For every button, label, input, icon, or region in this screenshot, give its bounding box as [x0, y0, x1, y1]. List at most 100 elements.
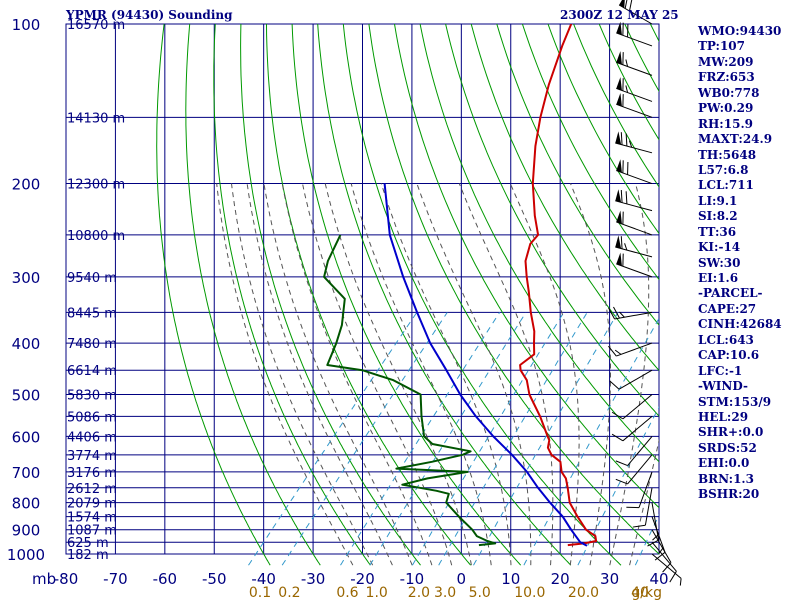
moist-adiabat [263, 183, 413, 566]
stat-line: LCL:711 [698, 178, 754, 193]
wind-barb-pennant [619, 0, 625, 8]
wind-barb [615, 436, 653, 466]
moist-adiabat [281, 183, 433, 566]
mixing-ratio-lines [248, 312, 659, 566]
wind-barb-staff [651, 553, 682, 579]
wind-barb [615, 454, 653, 485]
mixing-ratio-label: 5.0 [469, 585, 491, 600]
mixing-ratio-label: 2.0 [408, 585, 430, 600]
wind-barb-feather [615, 478, 628, 485]
wind-barb-feather [611, 433, 624, 442]
wind-barb-staff [651, 541, 677, 572]
moist-adiabats [216, 183, 659, 566]
wind-barb-feather [625, 191, 628, 204]
wind-barb [651, 529, 672, 573]
wind-barb-pennant [616, 77, 622, 91]
temperature-tick-label: -50 [202, 570, 227, 588]
moist-adiabat [609, 183, 650, 566]
pressure-tick-label: 1000 [7, 546, 45, 564]
wind-barb-pennant [616, 252, 622, 266]
wind-barb [616, 51, 653, 76]
dry-adiabat [368, 24, 659, 555]
wind-barb-feather [613, 306, 620, 319]
pressure-tick-label: 500 [12, 386, 41, 404]
stat-line: CINH:42684 [698, 317, 782, 332]
stat-line: HEL:29 [698, 409, 749, 424]
wind-barb-feather [625, 85, 629, 93]
wind-barb-staff [627, 454, 653, 485]
mixing-ratio-label: 3.0 [434, 585, 456, 600]
wind-barb-pennant [616, 159, 622, 173]
dry-adiabat [156, 24, 271, 566]
parcel-path [383, 183, 588, 547]
wind-barb-feather [611, 411, 624, 420]
mixing-ratio-label: 0.2 [278, 585, 300, 600]
temperature-tick-label: 30 [600, 570, 619, 588]
stat-line: RH:15.9 [698, 116, 753, 131]
temperature-tick-label: -60 [153, 570, 178, 588]
wind-barb-feather [614, 349, 622, 355]
wind-barb [608, 306, 653, 320]
stat-line: CAPE:27 [698, 301, 757, 316]
pressure-tick-label: 300 [12, 269, 41, 287]
wind-barb-feather [624, 243, 628, 251]
wind-barb-staff [618, 369, 653, 390]
stat-line: BSHR:20 [698, 487, 760, 502]
stat-line: MAXT:24.9 [698, 132, 773, 147]
wind-barb [615, 235, 653, 258]
dry-adiabat [317, 24, 572, 566]
pressure-tick-label: 700 [12, 464, 41, 482]
stat-line: WMO:94430 [698, 24, 782, 38]
wind-barb-staff [615, 142, 653, 154]
moist-adiabat [324, 183, 472, 566]
mixing-ratio-label: 0.6 [336, 585, 358, 600]
stability-indices-panel: WMO:94430 TP:107 MW:209 FRZ:653 WB0:778 PW:0.… [698, 24, 782, 503]
wind-barb-feather [662, 562, 672, 573]
mixing-ratio-line [340, 312, 501, 566]
wind-barb-staff [616, 170, 653, 185]
dry-adiabat [521, 24, 659, 281]
wind-barb-feather [632, 524, 646, 528]
wind-barb [615, 131, 653, 154]
stat-line: -WIND- [698, 379, 748, 394]
temperature-tick-label: -80 [54, 570, 79, 588]
pressure-unit-label: mb [32, 570, 56, 588]
wind-barb [615, 189, 653, 212]
height-label: 3176 m [67, 466, 117, 481]
wind-barb [632, 487, 653, 528]
stat-line: MW:209 [698, 54, 754, 69]
stat-line: PW:0.29 [698, 101, 754, 116]
stat-line: TP:107 [698, 39, 746, 54]
pressure-tick-label: 900 [12, 522, 41, 540]
wind-barb-staff [651, 502, 660, 541]
wind-barb-feather [669, 571, 677, 583]
wind-barb-pennant [616, 210, 622, 224]
dry-adiabat [213, 24, 371, 566]
wind-barb-staff [616, 61, 653, 76]
dry-adiabat [240, 24, 421, 566]
moist-adiabat [458, 183, 554, 566]
stat-line: -PARCEL- [698, 286, 763, 301]
wind-barb [611, 394, 653, 420]
dry-adiabat [445, 24, 659, 417]
stat-line: SI:8.2 [698, 209, 738, 224]
station-title: YPMR (94430) Sounding [66, 8, 233, 22]
wind-barb-feather [624, 0, 628, 9]
mixing-ratio-line [473, 312, 619, 566]
temperature-tick-label: -40 [251, 570, 276, 588]
dry-adiabat [342, 24, 622, 566]
wind-barb-pennant [615, 131, 622, 145]
moist-adiabat [302, 183, 453, 566]
dry-adiabat [470, 24, 659, 372]
mixing-ratio-line [577, 406, 659, 566]
moist-adiabat [509, 183, 580, 566]
wind-barb-feather [628, 0, 633, 12]
wind-barb-staff [616, 342, 653, 357]
mixing-ratio-label: 0.1 [249, 585, 271, 600]
wind-barb-pennant [615, 235, 622, 249]
temperature-profile [519, 24, 598, 547]
temperature-tick-label: 0 [457, 570, 467, 588]
mixing-ratio-label: 1.0 [366, 585, 388, 600]
stat-line: TT:36 [698, 224, 737, 239]
